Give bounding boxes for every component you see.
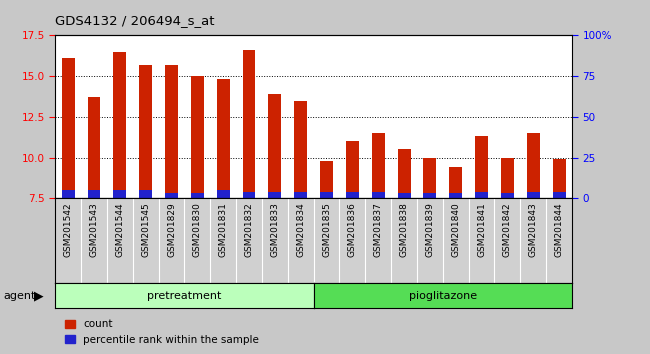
Bar xyxy=(526,192,539,198)
Bar xyxy=(62,58,75,198)
Bar xyxy=(294,192,307,198)
Text: GSM201833: GSM201833 xyxy=(270,202,280,257)
Bar xyxy=(165,65,178,198)
Bar xyxy=(346,192,359,198)
Bar xyxy=(113,52,126,198)
Bar xyxy=(398,149,411,198)
Text: GSM201834: GSM201834 xyxy=(296,202,306,257)
Text: GSM201838: GSM201838 xyxy=(400,202,409,257)
Bar xyxy=(398,193,411,198)
Text: GSM201835: GSM201835 xyxy=(322,202,331,257)
Bar xyxy=(242,50,255,198)
Legend: count, percentile rank within the sample: count, percentile rank within the sample xyxy=(60,315,263,349)
Bar xyxy=(216,190,229,198)
Bar xyxy=(139,190,152,198)
Text: pretreatment: pretreatment xyxy=(148,291,222,301)
Bar xyxy=(320,192,333,198)
Text: GSM201840: GSM201840 xyxy=(451,202,460,257)
Text: GSM201843: GSM201843 xyxy=(528,202,538,257)
Text: GSM201829: GSM201829 xyxy=(167,202,176,257)
Text: GSM201830: GSM201830 xyxy=(193,202,202,257)
Text: agent: agent xyxy=(3,291,36,301)
Bar xyxy=(294,101,307,198)
Text: GSM201542: GSM201542 xyxy=(64,202,73,257)
Bar xyxy=(216,79,229,198)
Text: GSM201837: GSM201837 xyxy=(374,202,383,257)
Text: GSM201839: GSM201839 xyxy=(425,202,434,257)
Text: GDS4132 / 206494_s_at: GDS4132 / 206494_s_at xyxy=(55,14,214,27)
Bar xyxy=(88,190,101,198)
Text: GSM201844: GSM201844 xyxy=(554,202,564,257)
Bar xyxy=(423,193,436,198)
Text: GSM201544: GSM201544 xyxy=(115,202,124,257)
Text: pioglitazone: pioglitazone xyxy=(409,291,477,301)
Bar xyxy=(526,133,539,198)
Bar xyxy=(88,97,101,198)
Text: ▶: ▶ xyxy=(34,289,44,302)
Text: GSM201836: GSM201836 xyxy=(348,202,357,257)
Bar xyxy=(139,65,152,198)
Bar xyxy=(320,161,333,198)
Text: GSM201832: GSM201832 xyxy=(244,202,254,257)
Bar xyxy=(268,192,281,198)
Text: GSM201543: GSM201543 xyxy=(90,202,99,257)
Text: GSM201841: GSM201841 xyxy=(477,202,486,257)
Bar xyxy=(346,141,359,198)
Text: GSM201545: GSM201545 xyxy=(141,202,150,257)
Bar xyxy=(475,192,488,198)
Bar xyxy=(423,158,436,198)
Bar xyxy=(62,190,75,198)
Bar xyxy=(165,193,178,198)
Bar xyxy=(191,193,204,198)
Bar xyxy=(552,159,566,198)
Bar xyxy=(449,193,462,198)
Bar xyxy=(501,193,514,198)
Bar xyxy=(372,192,385,198)
Bar xyxy=(191,76,204,198)
Bar xyxy=(242,192,255,198)
Bar xyxy=(268,94,281,198)
Text: GSM201831: GSM201831 xyxy=(218,202,227,257)
Bar xyxy=(372,133,385,198)
Bar xyxy=(449,167,462,198)
Bar xyxy=(113,190,126,198)
Bar xyxy=(552,192,566,198)
Bar xyxy=(501,158,514,198)
Bar xyxy=(475,136,488,198)
Text: GSM201842: GSM201842 xyxy=(503,202,512,257)
